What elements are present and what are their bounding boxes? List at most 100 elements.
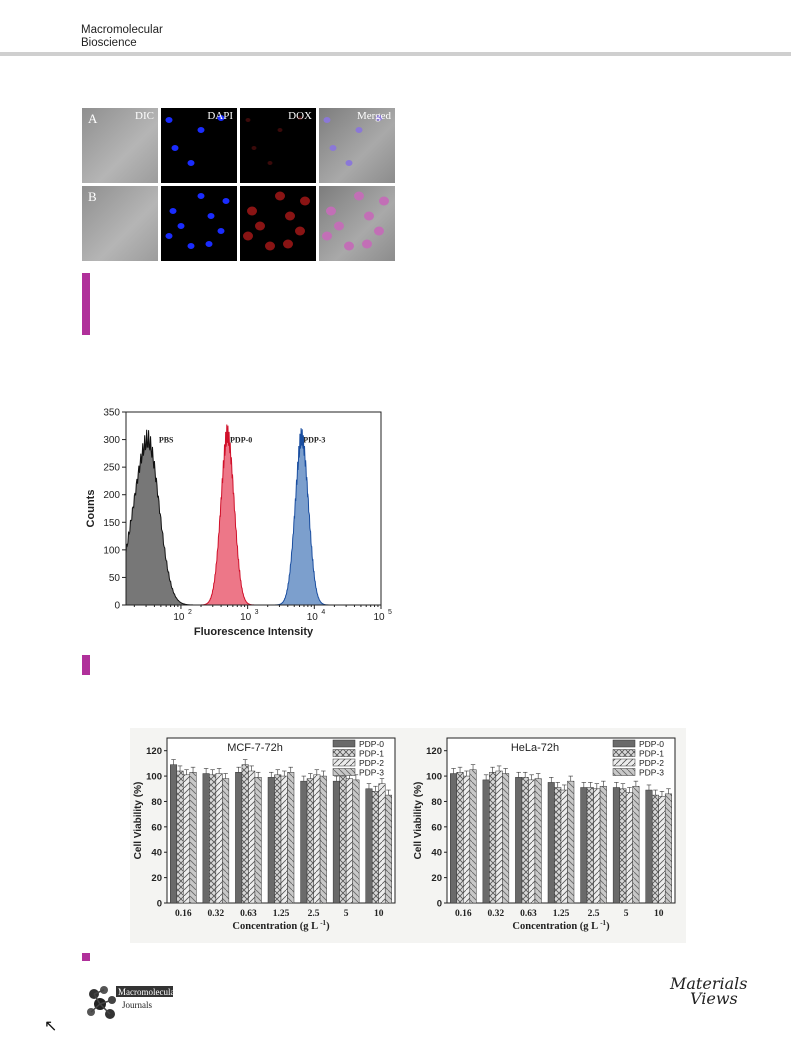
x-axis-title: Concentration (g L -1) [232,919,330,932]
category-label: 0.63 [520,909,537,919]
y-tick-label: 80 [151,797,162,808]
x-axis-title: Concentration (g L -1) [512,919,610,932]
bar-pdp-3-0.32 [222,778,230,904]
merged-dot [344,241,354,251]
x-tick-label: 10 [307,612,319,623]
category-label: 0.16 [455,909,472,919]
bar-pdp-0-2.5 [300,780,308,904]
micrograph-b-dapi [161,186,237,261]
nucleus-dot [187,160,195,166]
bar-pdp-1-2.5 [586,787,594,904]
merged-dot [345,160,353,166]
dox-dot [255,221,265,231]
bar-pdp-0-10 [365,788,373,904]
x-tick-label: 10 [173,612,185,623]
category-label: 1.25 [273,909,290,919]
bar-pdp-2-1.25 [280,775,288,904]
bar-pdp-0-0.63 [235,772,243,904]
y-tick-label: 20 [431,873,442,884]
y-tick-label: 0 [437,899,442,910]
series-label-pbs: PBS [159,435,174,444]
bar-pdp-2-2.5 [313,774,321,904]
bar-pdp-3-1.25 [567,780,575,904]
chart-title: MCF-7-72h [227,742,283,754]
nucleus-dot [217,115,225,121]
bar-pdp-2-2.5 [593,788,601,904]
y-tick-label: 250 [103,463,120,474]
histogram-line-pdp-3 [275,428,329,606]
x-tick-exponent: 2 [188,609,192,616]
merged-dot [374,226,384,236]
category-label: 10 [654,909,664,919]
category-label: 0.32 [488,909,505,919]
y-tick-label: 350 [103,408,120,419]
legend-label: PDP-1 [639,749,664,759]
bar-pdp-1-0.16 [176,770,184,904]
nucleus-dot [177,223,185,229]
bar-pdp-3-10 [664,793,672,904]
legend-label: PDP-3 [639,768,664,778]
microscopy-figure: A DIC DAPI DOX Merged B [82,108,395,262]
bar-pdp-1-5 [619,788,627,904]
y-tick-label: 60 [151,822,162,833]
bar-pdp-0-10 [645,789,653,904]
merged-dot [329,145,337,151]
bar-pdp-0-0.63 [515,777,523,904]
y-tick-label: 80 [431,797,442,808]
legend-swatch [332,739,356,748]
bar-pdp-1-0.16 [456,772,464,904]
bar-pdp-2-5 [625,792,633,904]
nucleus-dot [165,117,173,123]
bar-pdp-3-5 [632,785,640,904]
panel-column-label: Merged [356,110,391,122]
bar-pdp-0-0.16 [450,773,458,904]
merged-dot [326,206,336,216]
y-axis-title: Cell Viability (%) [133,782,144,860]
materials-views-logo: Materials Views [670,976,747,1008]
micrograph-b-dic [82,186,158,261]
nucleus-dot [187,243,195,249]
dox-dot [267,161,273,165]
dox-dot [300,196,310,206]
panel-column-label: DOX [288,110,312,122]
plot-frame [125,411,382,606]
y-tick-label: 0 [157,899,162,910]
bar-pdp-3-0.63 [534,778,542,904]
bar-pdp-0-2.5 [580,787,588,904]
bar-pdp-0-0.32 [202,773,210,904]
merged-dot [334,221,344,231]
micrograph-b-merged [319,186,395,261]
y-tick-label: 100 [103,545,120,556]
y-tick-label: 200 [103,490,120,501]
bar-pdp-3-2.5 [319,775,327,904]
legend-label: PDP-0 [639,739,664,749]
bar-pdp-3-0.32 [502,773,510,904]
bar-pdp-1-5 [339,775,347,904]
bar-pdp-1-1.25 [274,774,282,904]
chart-title: HeLa-72h [511,742,559,754]
caption-marker-1 [82,273,90,335]
nucleus-dot [171,145,179,151]
bar-pdp-1-0.32 [489,772,497,904]
category-label: 0.16 [175,909,192,919]
x-axis-title: Fluorescence Intensity [194,626,314,638]
legend-label: PDP-3 [359,768,384,778]
bar-pdp-0-0.16 [170,764,178,904]
micrograph-a-dapi [161,108,237,183]
y-tick-label: 100 [426,772,442,783]
dox-dot [275,191,285,201]
legend-swatch [612,739,636,748]
bar-pdp-1-0.32 [209,774,217,904]
bar-pdp-2-5 [345,778,353,904]
nucleus-dot [197,193,205,199]
mv-line2: Views [690,989,738,1008]
legend-label: PDP-2 [359,758,384,768]
macromolecular-journals-logo: Macromolecular Journals [87,986,174,1019]
back-arrow-icon[interactable]: ↖ [44,1018,58,1035]
bar-pdp-1-10 [371,791,379,904]
bar-pdp-0-0.32 [482,779,490,904]
bar-pdp-2-1.25 [560,789,568,904]
dox-dot [251,146,257,150]
